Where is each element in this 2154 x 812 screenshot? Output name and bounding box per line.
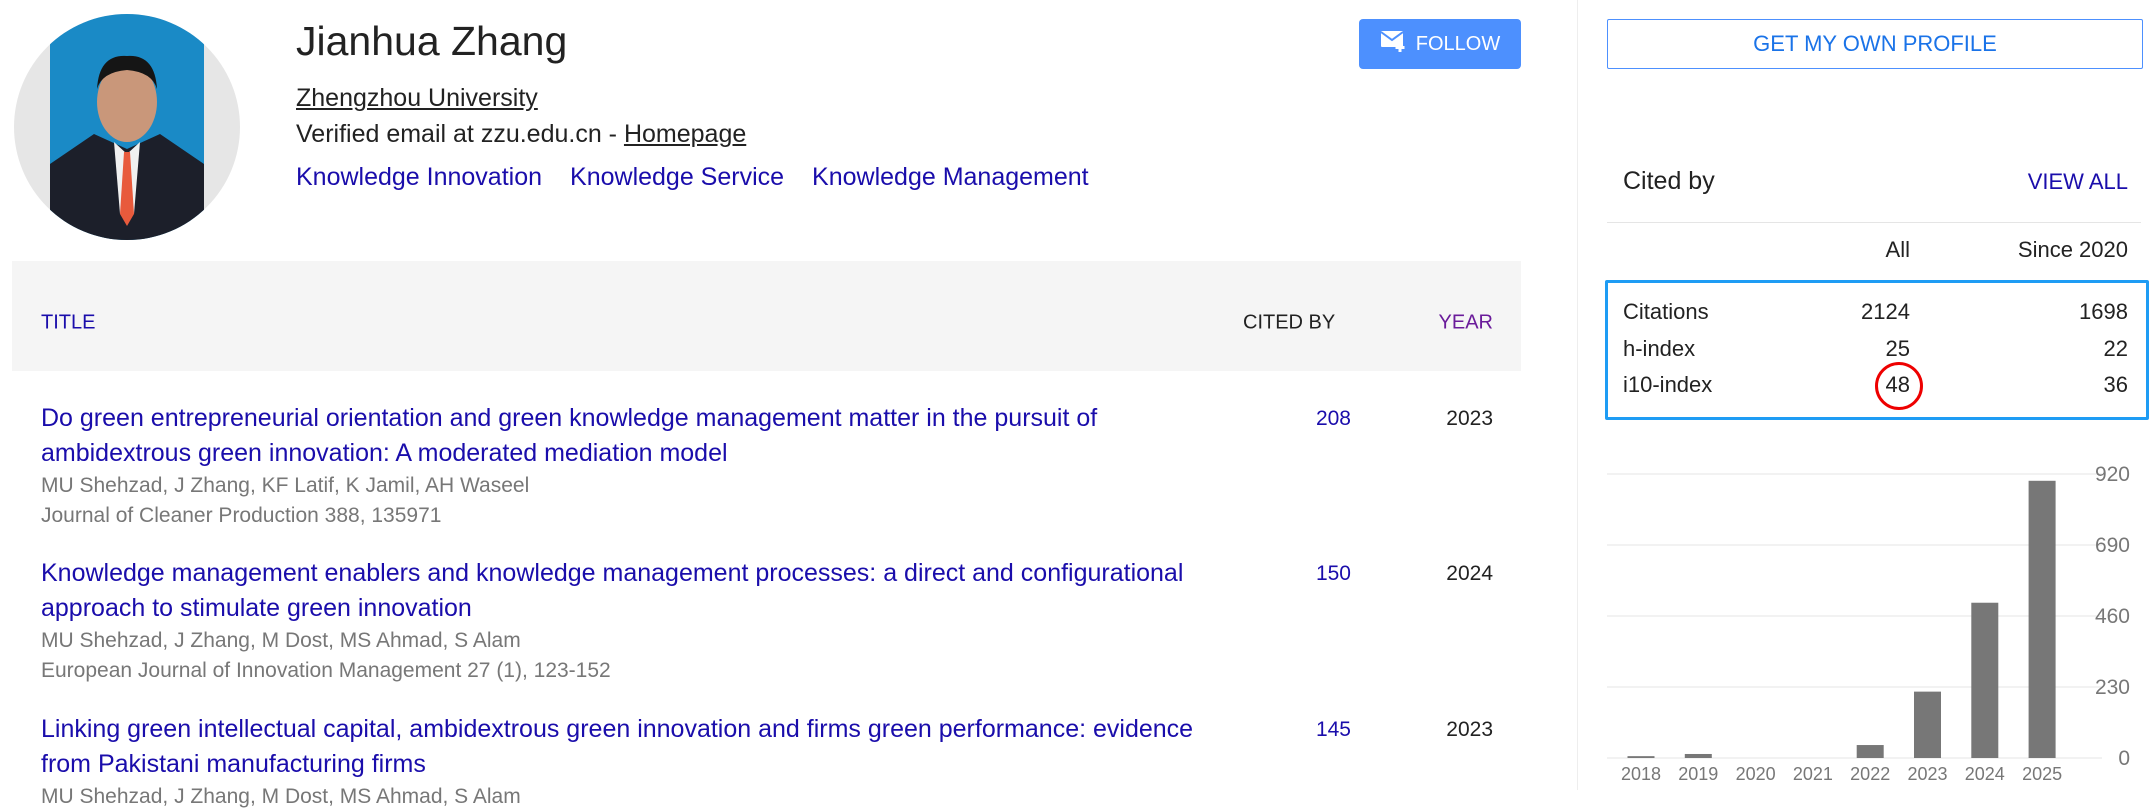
profile-name: Jianhua Zhang (296, 18, 568, 64)
y-tick-label: 460 (2095, 605, 2130, 628)
homepage-link[interactable]: Homepage (623, 120, 747, 148)
table-row: Linking green intellectual capital, ambi… (41, 712, 1493, 812)
view-all-link[interactable]: VIEW ALL (2027, 169, 2128, 194)
follow-label: FOLLOW (1415, 32, 1501, 55)
y-tick-label: 0 (2118, 747, 2130, 770)
col-all-header: All (1885, 237, 1910, 262)
stat-since: 22 (2103, 336, 2128, 361)
stat-all: 25 (1885, 336, 1910, 361)
article-authors: MU Shehzad, J Zhang, KF Latif, K Jamil, … (41, 474, 530, 497)
x-tick-label: 2020 (1736, 764, 1776, 784)
follow-button[interactable]: FOLLOW (1359, 19, 1521, 69)
x-tick-label: 2023 (1907, 764, 1947, 784)
cited-by-title: Cited by (1623, 167, 1715, 195)
col-since-header: Since 2020 (2017, 237, 2128, 262)
mail-plus-icon (1380, 29, 1406, 59)
interest-link[interactable]: Knowledge Service (570, 163, 785, 191)
bar-2019 (1684, 753, 1712, 758)
table-header: TITLE CITED BY YEAR (12, 261, 1521, 371)
stat-all: 2124 (1861, 299, 1910, 324)
sort-title[interactable]: TITLE (41, 311, 96, 334)
article-authors: MU Shehzad, J Zhang, M Dost, MS Ahmad, S… (41, 785, 521, 808)
article-year: 2023 (1446, 718, 1493, 741)
article-title-link[interactable]: Linking green intellectual capital, ambi… (41, 715, 1194, 778)
x-tick-label: 2022 (1850, 764, 1890, 784)
bar-2024 (1971, 602, 1999, 758)
sort-year[interactable]: YEAR (1438, 311, 1493, 334)
cited-by-link[interactable]: 150 (1315, 562, 1351, 585)
article-authors: MU Shehzad, J Zhang, M Dost, MS Ahmad, S… (41, 629, 521, 652)
bar-2023 (1914, 691, 1941, 758)
x-tick-label: 2024 (1965, 764, 2005, 784)
stat-since: 1698 (2079, 299, 2128, 324)
stat-label: h-index (1623, 336, 1696, 361)
cited-by-link[interactable]: 145 (1315, 718, 1351, 741)
article-title-link[interactable]: Knowledge management enablers and knowle… (41, 559, 1184, 622)
y-tick-label: 690 (2095, 534, 2130, 557)
verified-email: Verified email at zzu.edu.cn - Homepage (296, 120, 746, 149)
sort-cited-by[interactable]: CITED BY (1243, 311, 1336, 334)
annotation-circle (1875, 362, 1923, 410)
bar-2018 (1627, 756, 1655, 758)
affiliation-link[interactable]: Zhengzhou University (296, 84, 538, 112)
interest-link[interactable]: Knowledge Management (812, 163, 1089, 191)
table-row: Do green entrepreneurial orientation and… (41, 401, 1493, 531)
email-text: Verified email at zzu.edu.cn - (296, 120, 624, 148)
interest-link[interactable]: Knowledge Innovation (296, 163, 543, 191)
interests: Knowledge Innovation Knowledge Service K… (296, 163, 1089, 192)
article-year: 2023 (1446, 407, 1493, 430)
stats-highlight-box (1605, 280, 2149, 420)
get-my-own-profile-button[interactable]: GET MY OWN PROFILE (1607, 19, 2143, 69)
x-tick-label: 2021 (1793, 764, 1833, 784)
stat-label: Citations (1623, 299, 1709, 324)
divider (1607, 222, 2141, 223)
article-venue: Journal of Cleaner Production 388, 13597… (41, 504, 442, 527)
citations-per-year-chart: 0 230 460 690 920 2018 2019 2020 2021 2022 2023 202… (1607, 463, 2130, 784)
y-tick-label: 920 (2095, 463, 2130, 486)
stat-label: i10-index (1623, 372, 1713, 397)
stat-since: 36 (2103, 372, 2128, 397)
article-venue: European Journal of Innovation Managemen… (41, 659, 611, 682)
column-divider (1577, 0, 1578, 790)
profile-photo (14, 14, 240, 240)
cited-by-link[interactable]: 208 (1315, 407, 1351, 430)
table-row: Knowledge management enablers and knowle… (41, 556, 1493, 686)
bar-2025 (2028, 480, 2056, 758)
bar-2022 (1856, 745, 1884, 758)
x-tick-label: 2019 (1678, 764, 1718, 784)
y-tick-label: 230 (2095, 676, 2130, 699)
x-tick-label: 2025 (2022, 764, 2062, 784)
article-title-link[interactable]: Do green entrepreneurial orientation and… (41, 404, 1098, 467)
article-year: 2024 (1446, 562, 1493, 585)
x-tick-label: 2018 (1621, 764, 1661, 784)
